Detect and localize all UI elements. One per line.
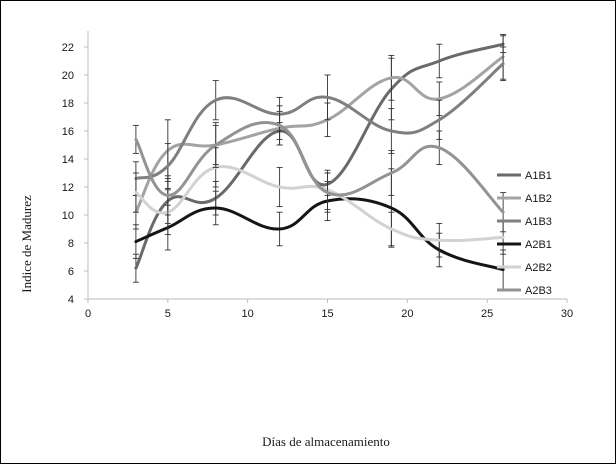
- line-a1b1: [134, 42, 505, 270]
- y-tick-label: 4: [68, 294, 74, 306]
- x-tick-label: 15: [321, 308, 333, 320]
- x-tick-labels: 0 5 10 15 20 25 30: [85, 299, 573, 320]
- y-tick-label: 18: [62, 98, 74, 110]
- legend-label: A2B2: [525, 262, 552, 274]
- line-a2b3: [134, 120, 505, 214]
- y-tick-labels: 4 6 8 10 12 14 16 18 20 22: [62, 42, 88, 306]
- y-tick-label: 6: [68, 266, 74, 278]
- series-a2b3: [132, 105, 507, 233]
- legend-label: A1B2: [525, 193, 552, 205]
- y-axis-label: Indice de Madurez: [19, 195, 34, 293]
- series-layer: [132, 33, 507, 290]
- x-tick-label: 0: [85, 308, 91, 320]
- y-tick-label: 20: [62, 70, 74, 82]
- y-tick-label: 10: [62, 210, 74, 222]
- legend-label: A2B3: [525, 285, 552, 297]
- legend: A1B1 A1B2 A1B3 A2B1 A2B2 A2B3: [497, 170, 552, 297]
- x-tick-label: 25: [481, 308, 493, 320]
- x-tick-label: 10: [242, 308, 254, 320]
- y-tick-label: 8: [68, 238, 74, 250]
- line-a2b1: [134, 197, 505, 272]
- x-tick-label: 20: [401, 308, 413, 320]
- x-tick-label: 5: [165, 308, 171, 320]
- line-a1b2: [134, 55, 505, 214]
- line-a2b2: [134, 165, 505, 243]
- y-tick-label: 16: [62, 126, 74, 138]
- y-tick-label: 22: [62, 42, 74, 54]
- y-tick-label: 12: [62, 182, 74, 194]
- series-a1b3: [132, 46, 507, 196]
- legend-label: A2B1: [525, 239, 552, 251]
- legend-label: A1B3: [525, 216, 552, 228]
- legend-label: A1B1: [525, 170, 552, 182]
- x-tick-label: 30: [561, 308, 573, 320]
- series-a1b1: [132, 35, 507, 283]
- x-axis-label: Días de almacenamiento: [262, 434, 390, 449]
- line-a1b3: [134, 62, 505, 181]
- y-tick-label: 14: [62, 154, 74, 166]
